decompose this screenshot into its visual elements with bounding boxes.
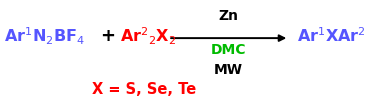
- Text: +: +: [100, 27, 115, 45]
- Text: MW: MW: [214, 63, 243, 77]
- Text: Ar$^1$XAr$^2$: Ar$^1$XAr$^2$: [297, 27, 366, 45]
- Text: X = S, Se, Te: X = S, Se, Te: [91, 82, 196, 97]
- Text: Ar$^2$$_2$X$_2$: Ar$^2$$_2$X$_2$: [120, 25, 177, 47]
- Text: Ar$^1$N$_2$BF$_4$: Ar$^1$N$_2$BF$_4$: [4, 25, 85, 47]
- Text: DMC: DMC: [211, 42, 246, 57]
- Text: Zn: Zn: [219, 9, 239, 23]
